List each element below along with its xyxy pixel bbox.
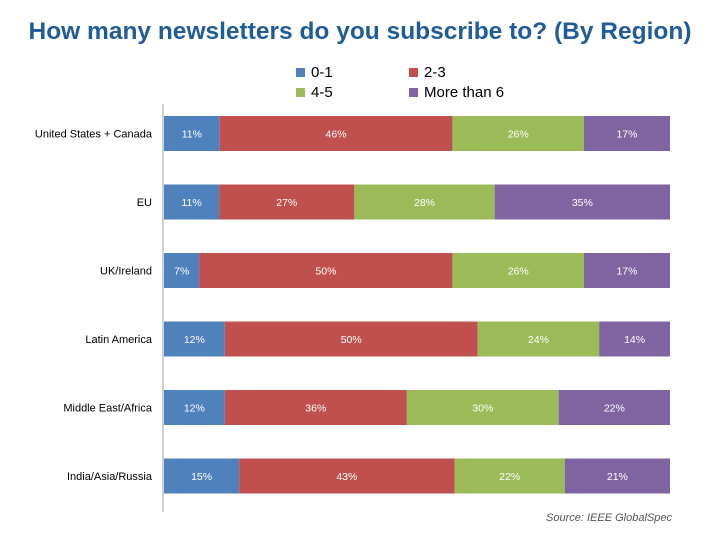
data-label: 26% [508,129,529,141]
bar-segment [452,253,584,288]
data-label: 15% [191,471,212,483]
legend: 0-1 2-3 4-5 More than 6 [296,64,596,104]
bar-segment [239,458,455,494]
data-label: 24% [528,334,549,346]
data-label: 22% [604,403,625,415]
bar-segment [477,321,600,357]
bar-segment [164,458,240,494]
data-label: 11% [182,129,202,141]
bar-segment [164,253,200,288]
legend-swatch [296,68,305,77]
data-label: 21% [607,471,628,483]
bar-segment [558,390,670,425]
legend-swatch [296,88,305,97]
legend-swatch [409,68,418,77]
bar-segment [494,184,670,220]
bar-segment [583,253,670,288]
source-note: Source: IEEE GlobalSpec [546,512,672,524]
bar-segment [219,116,453,151]
data-label: 35% [572,197,593,209]
bar-segment [164,321,225,357]
chart-title: How many newsletters do you subscribe to… [28,18,692,45]
data-label: 50% [341,334,362,346]
bar-segment [583,116,670,151]
bar-segment [224,321,478,357]
bar-segment [219,184,355,220]
data-label: 11% [181,197,201,209]
bar-segment [599,321,670,357]
data-label: 27% [276,197,297,209]
bar-segment [454,458,565,494]
bar-segment [164,116,220,151]
bar-segment [452,116,584,151]
legend-item-more-than-6: More than 6 [409,84,504,101]
category-label: Latin America [85,334,153,346]
bar-segment [164,390,225,425]
bar-segment [354,184,495,220]
category-label: India/Asia/Russia [67,471,153,483]
data-label: 28% [414,197,435,209]
legend-label: 2-3 [424,64,446,81]
data-label: 17% [616,129,637,141]
data-label: 46% [326,129,347,141]
data-label: 7% [174,266,189,278]
legend-item-2-3: 2-3 [409,64,446,81]
bar-segment [199,253,453,288]
legend-label: 0-1 [311,64,333,81]
data-label: 26% [508,266,529,278]
category-label: UK/Ireland [100,266,152,278]
data-label: 17% [616,266,637,278]
category-label: Middle East/Africa [63,403,153,415]
legend-label: 4-5 [311,84,333,101]
data-label: 12% [184,403,205,415]
data-label: 50% [315,266,336,278]
legend-item-0-1: 0-1 [296,64,333,81]
bar-segment [164,184,220,220]
bar-segment [224,390,407,425]
data-label: 14% [624,334,645,346]
bar-segment [406,390,559,425]
data-label: 22% [499,471,520,483]
category-label: United States + Canada [35,129,153,141]
data-label: 30% [472,403,493,415]
data-label: 12% [184,334,205,346]
legend-item-4-5: 4-5 [296,84,333,101]
data-label: 43% [336,471,357,483]
data-label: 36% [305,403,326,415]
category-label: EU [137,197,152,209]
bar-segment [564,458,670,494]
legend-swatch [409,88,418,97]
legend-label: More than 6 [424,84,505,101]
